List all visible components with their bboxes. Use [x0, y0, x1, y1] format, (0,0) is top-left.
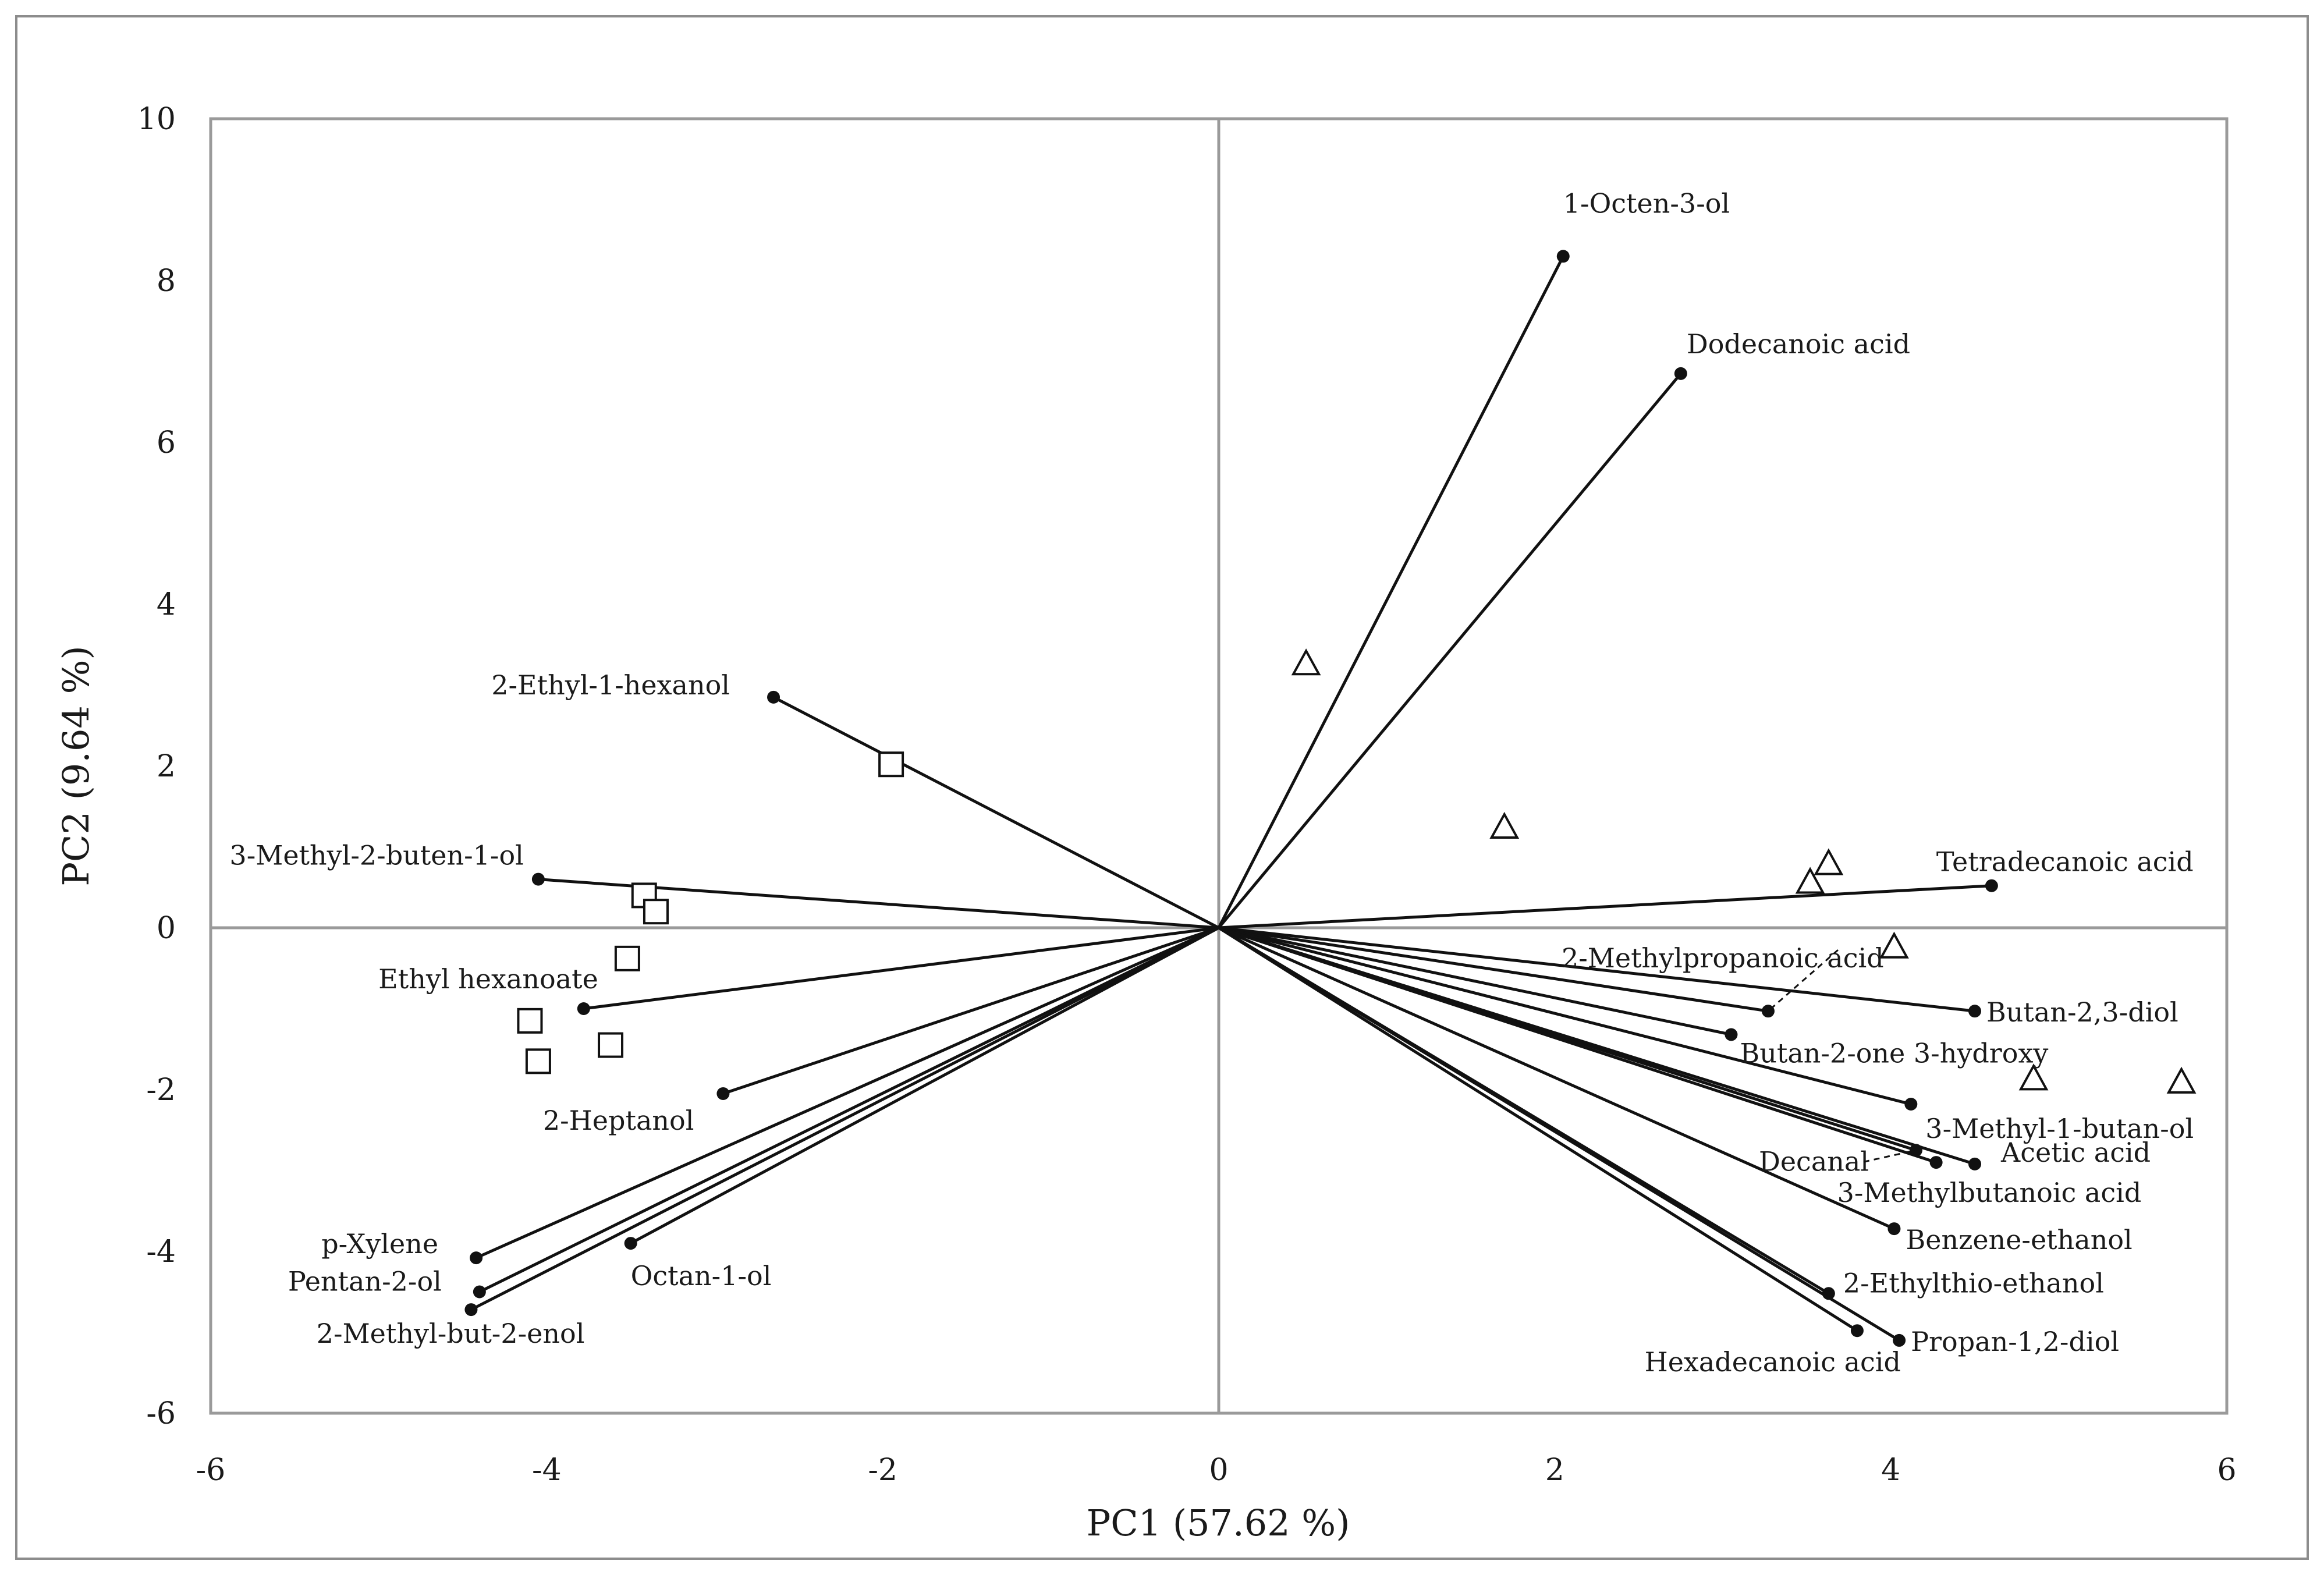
- x-tick-label: 6: [2217, 1453, 2236, 1488]
- vector-end-dot: [1556, 250, 1570, 263]
- label-2-ethyl-1-hexanol: 2-Ethyl-1-hexanol: [491, 669, 730, 701]
- square-marker: [643, 899, 669, 925]
- label-acetic-acid: Acetic acid: [2000, 1137, 2151, 1168]
- vector-end-dot: [577, 1002, 590, 1015]
- loading-labels: 1-Octen-3-ol Dodecanoic acid Tetradecanoic…: [229, 187, 2194, 1378]
- triangle-marker: [2018, 1063, 2049, 1091]
- label-2-methyl-but-2-enol: 2-Methyl-but-2-enol: [317, 1318, 585, 1349]
- x-tick-label: 4: [1881, 1453, 1900, 1488]
- loading-vectors: [464, 250, 1998, 1347]
- y-tick-label: 10: [137, 102, 176, 137]
- label-dodecanoic-acid: Dodecanoic acid: [1687, 328, 1910, 360]
- vector-2-methylpropanoic-acid: [1218, 926, 1769, 1013]
- vector-end-dot: [464, 1303, 478, 1317]
- x-tick-label: 0: [1209, 1453, 1228, 1488]
- vector-3-methylbutanoic-acid: [1218, 926, 1937, 1164]
- x-tick-label: -2: [868, 1453, 897, 1488]
- square-marker: [598, 1032, 624, 1058]
- vector-p-xylene: [476, 926, 1220, 1260]
- label-octan-1-ol: Octan-1-ol: [631, 1260, 772, 1292]
- vector-end-dot: [716, 1087, 730, 1100]
- vector-propan-1-2-diol: [1218, 926, 1900, 1342]
- vector-end-dot: [473, 1285, 486, 1299]
- label-pentan-2-ol: Pentan-2-ol: [288, 1266, 442, 1297]
- vector-pentan-2-ol: [478, 926, 1220, 1293]
- vector-ethyl-hexanoate: [583, 926, 1219, 1010]
- y-axis-label: PC2 (9.64 %): [55, 645, 97, 886]
- vector-end-dot: [1968, 1157, 1981, 1170]
- y-tick-label: 8: [157, 264, 176, 299]
- vector-end-dot: [624, 1237, 637, 1250]
- label-3-methyl-1-butan-ol: 3-Methyl-1-butan-ol: [1925, 1113, 2194, 1144]
- label-propan-1-2-diol: Propan-1,2-diol: [1911, 1326, 2119, 1357]
- vector-end-dot: [1725, 1028, 1738, 1041]
- square-marker: [525, 1048, 551, 1074]
- vector-end-dot: [1887, 1222, 1901, 1236]
- vector-2-heptanol: [722, 926, 1219, 1095]
- vector-end-dot: [1674, 367, 1687, 380]
- square-marker: [614, 945, 640, 971]
- triangle-marker: [1291, 648, 1321, 676]
- vector-benzene-ethanol: [1218, 926, 1895, 1230]
- vector-end-dot: [1850, 1324, 1864, 1338]
- vector-end-dot: [1968, 1005, 1981, 1018]
- label-2-ethylthio-ethanol: 2-Ethylthio-ethanol: [1843, 1267, 2104, 1299]
- y-tick-label: 0: [157, 911, 176, 946]
- leader-line-decanal: [1863, 1149, 1917, 1163]
- leader-line-2-methylpropanoic-acid: [1767, 949, 1839, 1012]
- y-tick-label: -4: [146, 1235, 176, 1269]
- vector-2-methyl-but-2-enol: [470, 926, 1220, 1311]
- label-1-octen-3-ol: 1-Octen-3-ol: [1563, 187, 1730, 219]
- vector-end-dot: [1929, 1156, 1943, 1169]
- tick-labels: -6 -4 -2 0 2 4 6 -6 -4 -2 0 2 4 6 8 10: [137, 102, 2237, 1488]
- label-3-methylbutanoic-acid: 3-Methylbutanoic acid: [1837, 1177, 2142, 1208]
- x-axis-label: PC1 (57.62 %): [1087, 1502, 1350, 1544]
- label-p-xylene: p-Xylene: [321, 1228, 438, 1260]
- label-ethyl-hexanoate: Ethyl hexanoate: [378, 963, 598, 995]
- triangle-marker: [1814, 848, 1844, 875]
- label-benzene-ethanol: Benzene-ethanol: [1906, 1224, 2132, 1255]
- vector-end-dot: [531, 872, 545, 886]
- y-tick-label: -6: [146, 1396, 176, 1431]
- vector-end-dot: [470, 1251, 483, 1265]
- score-markers: [517, 648, 2197, 1094]
- outer-border: [15, 15, 2309, 1560]
- vector-tetradecanoic-acid: [1218, 884, 1992, 930]
- vector-acetic-acid: [1218, 926, 1975, 1166]
- square-marker: [878, 751, 904, 778]
- vector-end-dot: [1985, 879, 1998, 892]
- triangle-marker: [2166, 1066, 2197, 1094]
- triangle-marker: [1795, 867, 1825, 894]
- vector-butan-2-3-diol: [1218, 926, 1975, 1013]
- label-2-heptanol: 2-Heptanol: [543, 1105, 694, 1136]
- label-tetradecanoic-acid: Tetradecanoic acid: [1936, 846, 2194, 878]
- vector-end-dot: [1904, 1098, 1918, 1111]
- vector-1-octen-3-ol: [1217, 256, 1564, 929]
- label-2-methylpropanoic-acid: 2-Methylpropanoic acid: [1562, 942, 1884, 974]
- y-tick-label: 4: [157, 587, 176, 622]
- triangle-marker: [1489, 811, 1520, 839]
- vector-butan-2-one-3-hydroxy: [1218, 926, 1732, 1036]
- label-butan-2-one-3-hydroxy: Butan-2-one 3-hydroxy: [1740, 1037, 2048, 1069]
- y-tick-label: -2: [146, 1073, 176, 1108]
- vector-3-methyl-1-butan-ol: [1218, 926, 1911, 1106]
- triangle-marker: [1879, 931, 1909, 959]
- label-3-methyl-2-buten-1-ol: 3-Methyl-2-buten-1-ol: [229, 840, 523, 871]
- vector-hexadecanoic-acid: [1218, 926, 1858, 1332]
- x-tick-label: -4: [532, 1453, 562, 1488]
- x-tick-label: 2: [1545, 1453, 1564, 1488]
- label-decanal: Decanal: [1759, 1145, 1869, 1177]
- label-hexadecanoic-acid: Hexadecanoic acid: [1645, 1346, 1901, 1378]
- vector-end-dot: [767, 690, 780, 704]
- vector-end-dot: [1893, 1333, 1906, 1347]
- y-tick-label: 2: [157, 749, 176, 784]
- vector-dodecanoic-acid: [1218, 373, 1682, 929]
- x-tick-label: -6: [196, 1453, 226, 1488]
- square-marker: [517, 1008, 543, 1034]
- vector-2-ethyl-1-hexanol: [772, 696, 1220, 930]
- y-tick-label: 6: [157, 425, 176, 460]
- vector-octan-1-ol: [630, 926, 1220, 1245]
- label-butan-2-3-diol: Butan-2,3-diol: [1986, 996, 2178, 1028]
